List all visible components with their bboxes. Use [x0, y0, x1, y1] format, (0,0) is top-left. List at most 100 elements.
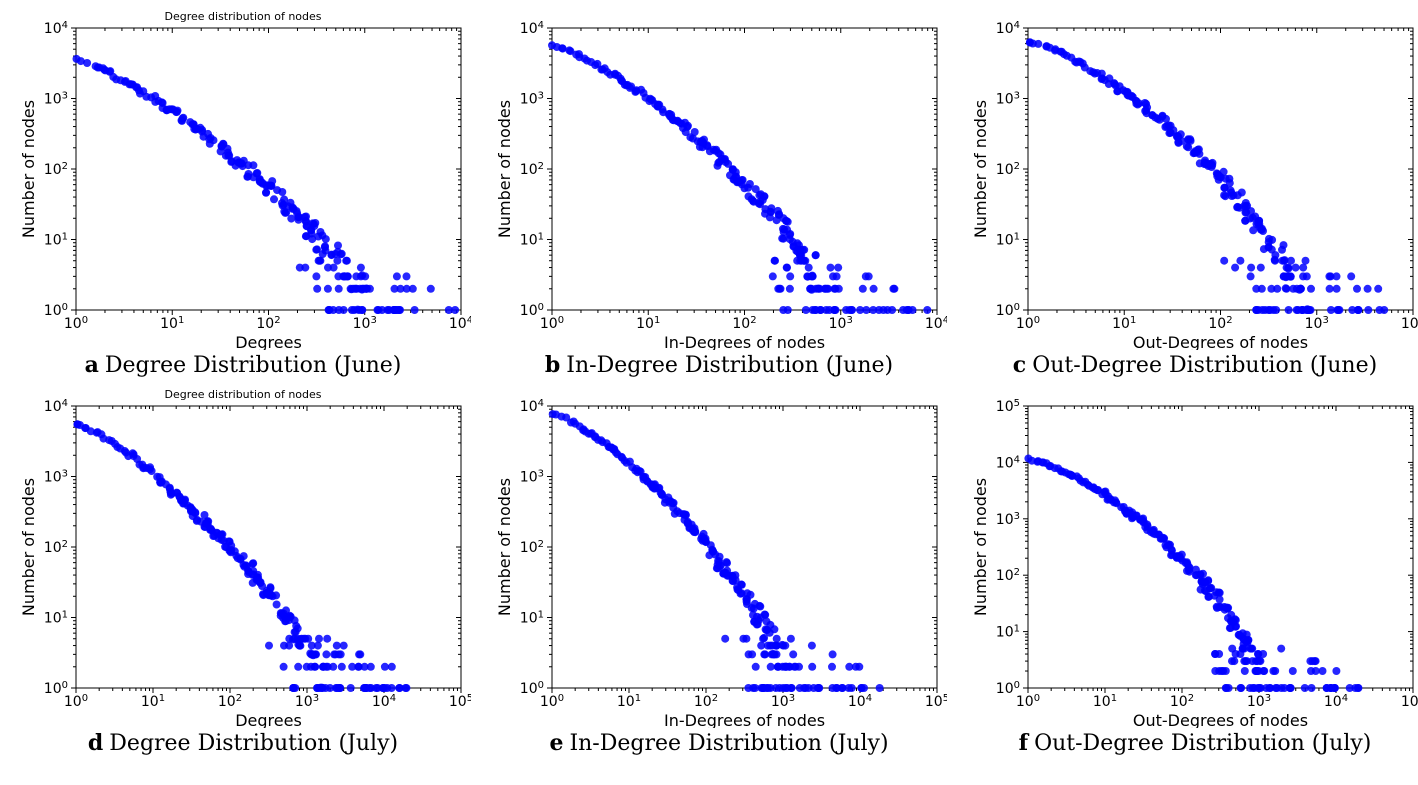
svg-text:101: 101	[519, 609, 543, 627]
svg-text:100: 100	[1015, 315, 1039, 333]
svg-text:104: 104	[371, 693, 395, 711]
plot-title: Degree distribution of nodes	[16, 388, 471, 401]
caption-letter: f	[1019, 730, 1028, 756]
panel-a: 100101102103104100101102103104DegreesNum…	[10, 10, 476, 378]
caption-letter: d	[88, 730, 103, 756]
svg-text:Out-Degrees of nodes: Out-Degrees of nodes	[1132, 711, 1307, 728]
chart-grid: 100 101 102 103 104 100 101 102 103 104 Degrees Num…	[10, 10, 1418, 756]
svg-text:104: 104	[995, 454, 1019, 472]
svg-text:102: 102	[732, 315, 756, 333]
svg-text:In-Degrees of nodes: In-Degrees of nodes	[663, 333, 824, 350]
svg-text:100: 100	[63, 693, 87, 711]
svg-text:105: 105	[448, 693, 470, 711]
svg-text:105: 105	[924, 693, 946, 711]
svg-text:102: 102	[693, 693, 717, 711]
panel-c: 100101102103104100101102103104Out-Degree…	[962, 10, 1418, 378]
svg-text:101: 101	[995, 231, 1019, 249]
svg-text:102: 102	[43, 539, 67, 557]
svg-text:105: 105	[1400, 693, 1418, 711]
scatter-points	[73, 420, 410, 692]
svg-text:104: 104	[1323, 693, 1347, 711]
caption-b: bIn-Degree Distribution (June)	[545, 352, 893, 378]
caption-text: Degree Distribution (July)	[109, 731, 398, 756]
svg-text:102: 102	[217, 693, 241, 711]
caption-c: cOut-Degree Distribution (June)	[1013, 352, 1377, 378]
svg-text:103: 103	[1304, 315, 1328, 333]
caption-letter: b	[545, 352, 560, 378]
svg-text:Degrees: Degrees	[235, 711, 302, 728]
plot-f: 100101102103104105100101102103104105Out-…	[968, 388, 1418, 728]
plot-e: 100101102103104105100101102103104In-Degr…	[492, 388, 947, 728]
scatter-points	[548, 41, 931, 314]
svg-text:103: 103	[995, 90, 1019, 108]
scatter-points	[1024, 455, 1362, 693]
svg-text:102: 102	[1169, 693, 1193, 711]
panel-b: 100101102103104100101102103104In-Degrees…	[486, 10, 952, 378]
scatter-points	[1025, 38, 1387, 314]
svg-text:101: 101	[160, 315, 184, 333]
svg-text:Degrees: Degrees	[235, 333, 302, 350]
svg-text:102: 102	[256, 315, 280, 333]
svg-text:103: 103	[43, 468, 67, 486]
caption-letter: a	[85, 352, 99, 378]
svg-text:103: 103	[519, 468, 543, 486]
panel-f: 100101102103104105100101102103104105Out-…	[962, 388, 1418, 756]
caption-letter: c	[1013, 352, 1026, 378]
svg-text:101: 101	[636, 315, 660, 333]
svg-text:102: 102	[519, 161, 543, 179]
scatter-points	[72, 55, 459, 314]
plot-title: Degree distribution of nodes	[16, 10, 471, 23]
svg-text:101: 101	[140, 693, 164, 711]
svg-text:103: 103	[294, 693, 318, 711]
svg-text:102: 102	[43, 161, 67, 179]
caption-text: In-Degree Distribution (July)	[569, 731, 888, 756]
svg-text:Number of nodes: Number of nodes	[19, 478, 38, 616]
svg-text:101: 101	[995, 623, 1019, 641]
svg-text:104: 104	[847, 693, 871, 711]
svg-text:101: 101	[43, 231, 67, 249]
svg-text:Number of nodes: Number of nodes	[495, 100, 514, 238]
panel-d: 100101102103104105100101102103104Degrees…	[10, 388, 476, 756]
svg-text:102: 102	[995, 567, 1019, 585]
svg-text:103: 103	[828, 315, 852, 333]
caption-e: eIn-Degree Distribution (July)	[549, 730, 888, 756]
svg-text:105: 105	[995, 398, 1019, 416]
caption-a: aDegree Distribution (June)	[85, 352, 402, 378]
svg-text:103: 103	[1246, 693, 1270, 711]
svg-text:102: 102	[995, 161, 1019, 179]
svg-text:103: 103	[352, 315, 376, 333]
svg-text:104: 104	[924, 315, 946, 333]
svg-text:101: 101	[1112, 315, 1136, 333]
caption-text: Out-Degree Distribution (July)	[1034, 731, 1371, 756]
svg-text:100: 100	[539, 693, 563, 711]
svg-text:In-Degrees of nodes: In-Degrees of nodes	[663, 711, 824, 728]
svg-text:101: 101	[519, 231, 543, 249]
caption-d: dDegree Distribution (July)	[88, 730, 398, 756]
svg-text:101: 101	[616, 693, 640, 711]
svg-text:Number of nodes: Number of nodes	[495, 478, 514, 616]
plot-c: 100101102103104100101102103104Out-Degree…	[968, 10, 1418, 350]
svg-text:103: 103	[770, 693, 794, 711]
svg-text:100: 100	[1015, 693, 1039, 711]
caption-text: Degree Distribution (June)	[105, 353, 402, 378]
svg-text:104: 104	[519, 398, 543, 416]
scatter-points	[548, 410, 883, 692]
svg-text:103: 103	[43, 90, 67, 108]
svg-text:104: 104	[448, 315, 470, 333]
plot-a: 100101102103104100101102103104DegreesNum…	[16, 10, 471, 350]
svg-text:101: 101	[43, 609, 67, 627]
svg-text:104: 104	[1400, 315, 1418, 333]
plot-b: 100101102103104100101102103104In-Degrees…	[492, 10, 947, 350]
plot-d: 100101102103104105100101102103104Degrees…	[16, 388, 471, 728]
caption-text: In-Degree Distribution (June)	[566, 353, 893, 378]
svg-text:103: 103	[995, 510, 1019, 528]
svg-text:103: 103	[519, 90, 543, 108]
svg-text:104: 104	[519, 20, 543, 38]
svg-text:104: 104	[995, 20, 1019, 38]
panel-e: 100101102103104105100101102103104In-Degr…	[486, 388, 952, 756]
svg-text:102: 102	[519, 539, 543, 557]
caption-letter: e	[549, 730, 563, 756]
svg-text:Number of nodes: Number of nodes	[971, 100, 990, 238]
svg-text:Out-Degrees of nodes: Out-Degrees of nodes	[1132, 333, 1307, 350]
caption-f: fOut-Degree Distribution (July)	[1019, 730, 1372, 756]
